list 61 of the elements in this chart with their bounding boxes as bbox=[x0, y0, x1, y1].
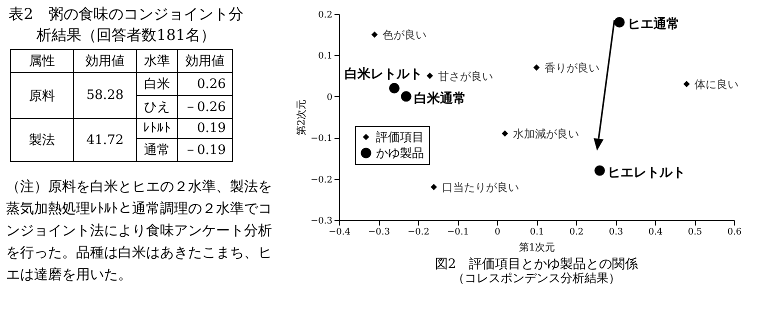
x-tick-label: −0.1 bbox=[447, 228, 469, 238]
annotation: 香りが良い bbox=[544, 62, 600, 75]
point bbox=[430, 184, 437, 190]
annotation: 白米通常 bbox=[414, 90, 466, 106]
text: 41.72 bbox=[74, 118, 136, 162]
text: 58.28 bbox=[74, 72, 136, 118]
point bbox=[614, 17, 625, 28]
text: 効用値 bbox=[178, 50, 232, 72]
text: 白米 bbox=[136, 72, 178, 96]
point bbox=[683, 80, 690, 88]
text: 通常 bbox=[136, 138, 178, 162]
x-tick-label: 0 bbox=[494, 228, 501, 238]
text: 図2 評価項目とかゆ製品との関係 bbox=[434, 257, 638, 272]
annotation: 体に良い bbox=[694, 78, 739, 92]
point bbox=[371, 31, 378, 38]
y-axis-title: 第2次元 bbox=[296, 99, 308, 136]
annotation: ヒエレトルト bbox=[608, 166, 686, 181]
point bbox=[426, 72, 434, 79]
point bbox=[400, 91, 412, 102]
y-tick-label: 0.1 bbox=[318, 52, 332, 62]
text: －0.19 bbox=[178, 138, 232, 162]
annotation: 色が良い bbox=[382, 28, 427, 42]
annotation: 白米レトルト bbox=[344, 67, 422, 82]
text: 効用値 bbox=[74, 50, 136, 72]
text: 0.26 bbox=[178, 72, 232, 96]
y-tick-label: −0.1 bbox=[310, 134, 332, 144]
y-tick-label: 0 bbox=[326, 92, 333, 103]
text: 表2 粥の食味のコンジョイント分析結果（回答者数181名） bbox=[8, 4, 244, 46]
text: 0.19 bbox=[178, 118, 232, 138]
point bbox=[389, 82, 400, 94]
text: ひえ bbox=[136, 96, 178, 118]
x-axis-title: 第1次元 bbox=[518, 242, 556, 254]
text: （注）原料を白米とヒエの２水準、製法を蒸気加熱処理ﾚﾄﾙﾄと通常調理の２水準でコンジョイント法により食味アンケート分析を行った。品種は白米はあきたこまち、ヒエは達磨を用いた。 bbox=[6, 178, 273, 285]
x-tick-label: −0.3 bbox=[368, 228, 390, 238]
x-tick-label: 0.3 bbox=[608, 228, 624, 238]
point bbox=[533, 64, 540, 71]
text: －0.26 bbox=[178, 96, 232, 118]
text: （コレスポンデンス分析結果） bbox=[452, 271, 620, 285]
x-tick-label: 0.4 bbox=[648, 228, 663, 238]
text: 製法 bbox=[10, 118, 74, 162]
x-tick-label: −0.4 bbox=[328, 228, 351, 238]
y-tick-label: 0.2 bbox=[318, 10, 332, 20]
text: ﾚﾄﾙﾄ bbox=[136, 118, 178, 138]
point bbox=[594, 165, 605, 176]
x-tick-label: −0.2 bbox=[408, 228, 430, 238]
annotation: 甘さが良い bbox=[438, 70, 493, 83]
y-tick-label: −0.2 bbox=[310, 175, 332, 186]
annotation: 水加減が良い bbox=[512, 127, 579, 140]
y-tick-label: −0.3 bbox=[310, 216, 333, 226]
text: 原料 bbox=[10, 72, 74, 118]
point bbox=[502, 130, 508, 137]
annotation: ヒエ通常 bbox=[627, 16, 680, 32]
x-tick-label: 0.1 bbox=[530, 228, 544, 238]
x-tick-label: 0.2 bbox=[569, 228, 584, 238]
x-tick-label: 0.5 bbox=[688, 228, 702, 238]
annotation: 口当たりが良い bbox=[442, 181, 519, 194]
x-tick-label: 0.6 bbox=[727, 228, 742, 238]
text: 属性 bbox=[10, 50, 74, 72]
text: 水準 bbox=[136, 50, 178, 72]
legend-label: 評価項目 bbox=[376, 130, 424, 144]
legend-label: かゆ製品 bbox=[376, 146, 424, 160]
